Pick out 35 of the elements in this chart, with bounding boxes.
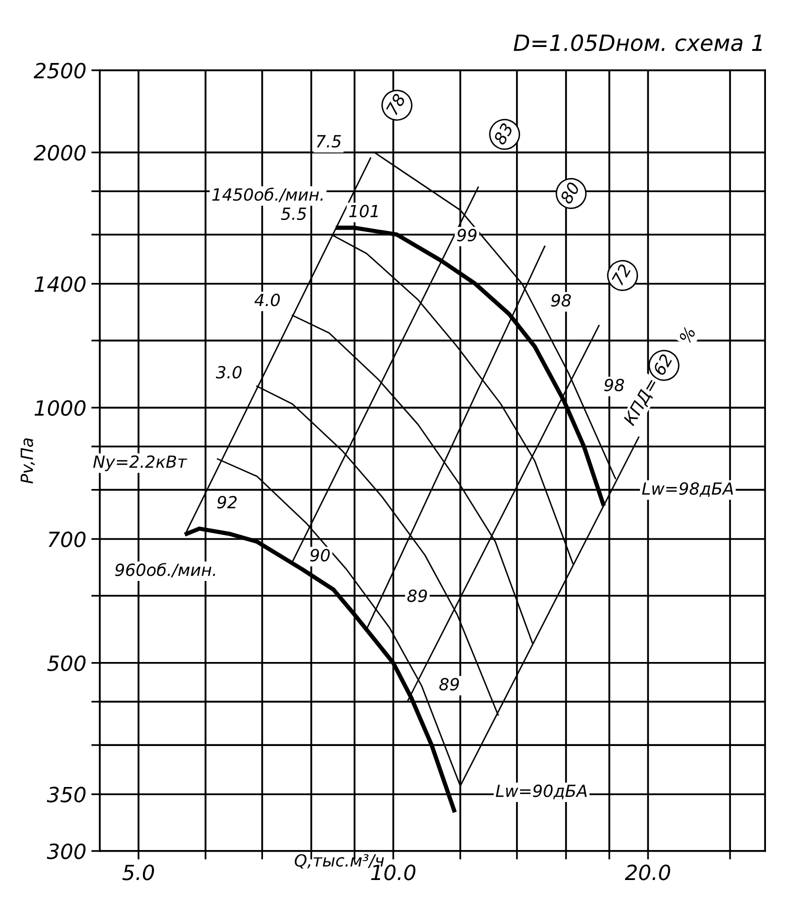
annotation: 72 [611, 263, 632, 286]
annotation: Lw=98дБА [642, 482, 733, 497]
annotation: 1450об./мин. [212, 188, 323, 202]
y-tick-label: 350 [46, 786, 86, 802]
y-tick-label: 1000 [34, 400, 86, 416]
y-tick-label: 700 [48, 531, 86, 548]
annotation: 101 [349, 204, 378, 218]
y-tick-label: 1400 [34, 276, 86, 292]
annotation: 83 [492, 122, 514, 146]
y-tick-label: 2500 [34, 62, 86, 78]
annotation: 89 [407, 589, 427, 602]
annotation: 98 [551, 294, 571, 307]
annotation: 960об./мин. [115, 562, 216, 578]
annotation: 89 [439, 678, 459, 691]
annotation: 5.5 [280, 208, 306, 220]
annotation: Lw=90дБА [496, 784, 587, 800]
annotation: 80 [559, 181, 580, 205]
x-tick-label: 5.0 [122, 864, 154, 880]
annotation: 7.5 [316, 135, 341, 148]
annotation: 90 [310, 548, 330, 562]
annotation: 3.0 [216, 366, 242, 379]
annotation: % [678, 326, 696, 344]
annotation: 78 [386, 92, 406, 116]
annotation: 98 [604, 378, 624, 392]
annotation: 4.0 [254, 294, 280, 306]
annotation: Ny=2.2кВт [93, 455, 188, 472]
annotation: 92 [217, 496, 237, 508]
annotation: 99 [457, 228, 477, 242]
y-tick-label: 300 [46, 843, 86, 860]
chart-title: D=1.05Dном. схема 1 [514, 34, 762, 52]
annotation: 62 [652, 353, 673, 376]
y-axis-title: Pv,Па [20, 438, 35, 484]
y-tick-label: 500 [47, 655, 86, 672]
y-tick-label: 2000 [34, 144, 86, 161]
x-tick-label: 20.0 [624, 864, 670, 880]
